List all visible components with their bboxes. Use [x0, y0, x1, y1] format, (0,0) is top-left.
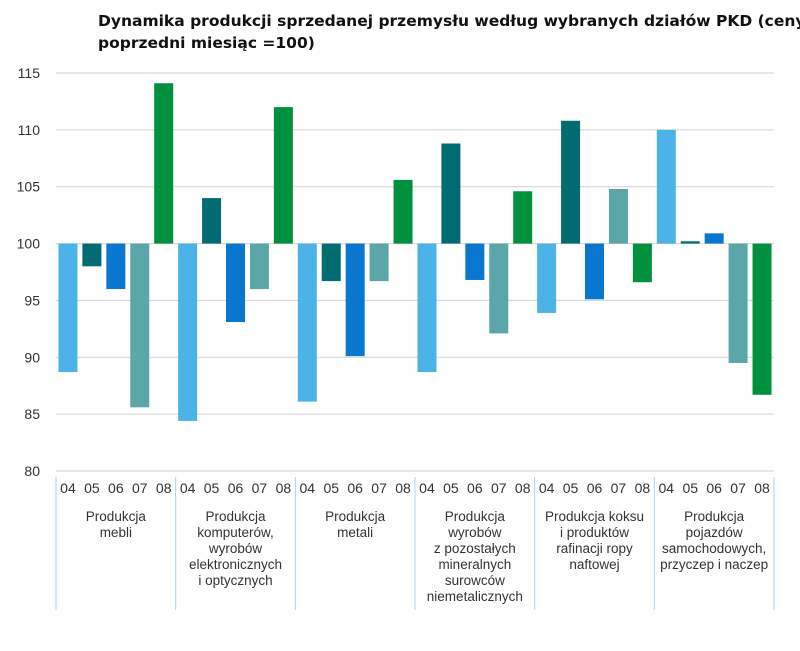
bar: [297, 243, 317, 402]
x-tick-label: 04: [539, 480, 555, 496]
x-tick-label: 07: [730, 480, 746, 496]
y-tick-label: 110: [18, 122, 41, 138]
group-label-line: Produkcja: [445, 509, 506, 524]
bar: [273, 107, 293, 244]
bar: [632, 243, 652, 283]
x-tick-label: 05: [563, 480, 579, 496]
bar: [58, 243, 78, 373]
x-tick-label: 07: [371, 480, 387, 496]
x-tick-label: 04: [60, 480, 76, 496]
bar: [106, 243, 126, 290]
y-tick-label: 80: [24, 463, 40, 479]
x-tick-label: 04: [419, 480, 435, 496]
x-tick-label: 08: [156, 480, 172, 496]
bar: [369, 243, 389, 282]
bar: [489, 243, 509, 334]
x-tick-label: 06: [706, 480, 722, 496]
chart-title-line: poprzedni miesiąc =100): [98, 34, 315, 52]
group-label-line: mebli: [100, 525, 132, 540]
x-tick-label: 04: [180, 480, 196, 496]
bar: [393, 179, 413, 244]
x-tick-label: 08: [515, 480, 531, 496]
bar: [752, 243, 772, 395]
group-label-line: Produkcja: [86, 509, 147, 524]
x-tick-label: 08: [395, 480, 411, 496]
group-label-line: metali: [337, 525, 373, 540]
x-tick-label: 04: [659, 480, 675, 496]
x-tick-label: 06: [228, 480, 244, 496]
bar: [130, 243, 150, 408]
group-label-line: komputerów,: [197, 525, 274, 540]
bar: [417, 243, 437, 373]
group-label-line: surowców: [445, 573, 505, 588]
x-tick-label: 06: [108, 480, 124, 496]
bar: [680, 241, 700, 244]
group-label-line: rafinacji ropy: [556, 541, 633, 556]
y-tick-label: 100: [17, 236, 41, 252]
x-tick-label: 05: [84, 480, 100, 496]
bar: [537, 243, 557, 313]
bar: [704, 233, 724, 244]
group-label-line: wyrobów: [208, 541, 263, 556]
x-tick-label: 06: [347, 480, 363, 496]
bar: [321, 243, 341, 282]
group-label-line: Produkcja koksu: [545, 509, 644, 524]
x-tick-label: 06: [587, 480, 603, 496]
bar: [608, 188, 628, 244]
x-tick-label: 05: [204, 480, 220, 496]
x-tick-label: 06: [467, 480, 483, 496]
group-label-line: Produkcja: [325, 509, 386, 524]
bar: [202, 198, 222, 244]
y-tick-label: 90: [24, 349, 40, 365]
group-label-line: naftowej: [569, 557, 619, 572]
x-tick-label: 08: [635, 480, 651, 496]
x-tick-label: 07: [611, 480, 627, 496]
bar: [728, 243, 748, 363]
chart-title-line: Dynamika produkcji sprzedanej przemysłu …: [98, 12, 800, 30]
x-tick-label: 07: [252, 480, 268, 496]
group-label-line: wyrobów: [447, 525, 502, 540]
group-label-line: przyczep i naczep: [660, 557, 768, 572]
group-label-line: i produktów: [560, 525, 629, 540]
bar: [441, 143, 461, 244]
bar: [561, 120, 581, 244]
x-tick-label: 07: [132, 480, 148, 496]
group-label-line: Produkcja: [205, 509, 266, 524]
x-tick-label: 08: [754, 480, 770, 496]
group-label-line: z pozostałych: [434, 541, 516, 556]
y-tick-label: 85: [24, 406, 40, 422]
bar: [345, 243, 365, 357]
y-tick-label: 115: [18, 65, 41, 81]
group-label-line: niemetalicznych: [427, 589, 523, 604]
bar: [513, 191, 533, 244]
y-tick-label: 105: [17, 179, 41, 195]
group-label-line: pojazdów: [686, 525, 743, 540]
bar: [154, 83, 174, 244]
bar: [178, 243, 198, 421]
bar: [82, 243, 102, 267]
group-label-line: mineralnych: [438, 557, 511, 572]
x-tick-label: 08: [276, 480, 292, 496]
x-tick-label: 04: [300, 480, 316, 496]
bar: [656, 129, 676, 244]
y-tick-label: 95: [24, 292, 40, 308]
group-label-line: samochodowych,: [662, 541, 766, 556]
x-tick-label: 05: [443, 480, 459, 496]
group-label-line: Produkcja: [684, 509, 745, 524]
bar: [585, 243, 604, 300]
x-tick-label: 05: [323, 480, 339, 496]
bar: [226, 243, 245, 323]
bar: [465, 243, 485, 280]
group-label-line: elektronicznych: [189, 557, 282, 572]
x-tick-label: 05: [682, 480, 698, 496]
bar: [249, 243, 269, 290]
x-tick-label: 07: [491, 480, 507, 496]
group-label-line: i optycznych: [198, 573, 272, 588]
